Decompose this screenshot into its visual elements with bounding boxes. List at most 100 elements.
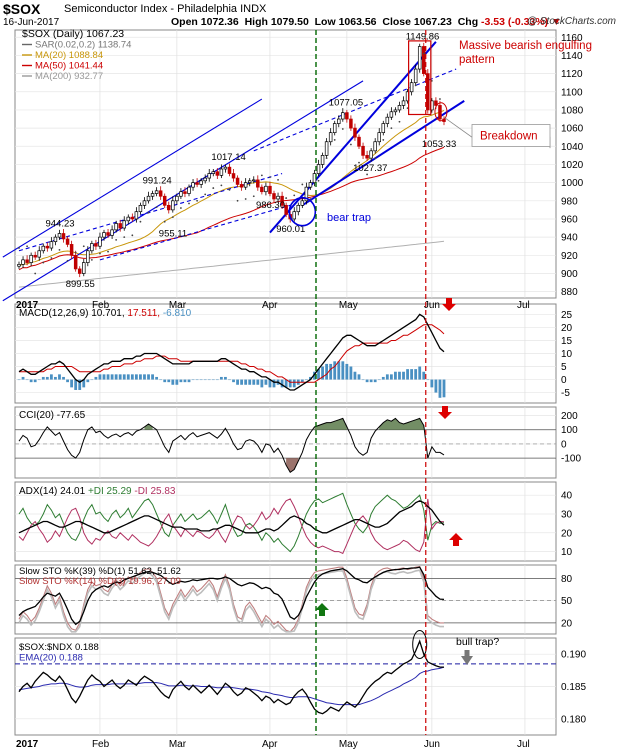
macd-histogram-bar <box>333 361 337 380</box>
price-axis-tick-label: 1040 <box>561 142 584 153</box>
candle-body <box>171 200 175 211</box>
adx-legend: ADX(14) 24.01 +DI 25.29 -DI 25.83 <box>19 486 176 497</box>
price-point-label: 1017.14 <box>211 152 245 163</box>
macd-histogram-bar <box>369 379 373 383</box>
macd-histogram-bar <box>147 374 150 380</box>
macd-histogram-bar <box>361 379 365 381</box>
ratio-legend-entry: EMA(20) 0.188 <box>19 653 83 664</box>
stoch-green-up-arrow-icon <box>315 603 329 616</box>
macd-histogram-bar <box>45 376 49 380</box>
price-axis-tick-label: 920 <box>561 251 578 262</box>
candle-body <box>211 171 216 174</box>
price-axis-tick-label: 880 <box>561 287 578 298</box>
chg-value: -3.53 (-0.33%) <box>481 16 549 28</box>
candle-body <box>179 191 183 197</box>
sar-dot <box>301 183 304 186</box>
macd-histogram-bar <box>300 379 304 383</box>
candle-body <box>94 243 98 247</box>
macd-histogram-bar <box>139 374 142 380</box>
cci-axis-frame <box>14 406 557 479</box>
index-name: Semiconductor Index - Philadelphia INDX <box>64 3 267 15</box>
price-point-label: 944.23 <box>45 218 74 229</box>
macd-histogram-bar <box>159 379 163 381</box>
candle-body <box>118 223 122 229</box>
macd-histogram-bar <box>143 374 146 380</box>
sar-dot <box>236 199 239 202</box>
gray-down-arrow-stem <box>464 650 470 657</box>
candle-body <box>45 245 50 249</box>
candle-body <box>134 211 139 220</box>
macd-histogram-bar <box>195 379 199 381</box>
candle-body <box>122 220 126 229</box>
macd-histogram-bar <box>130 374 134 380</box>
candle-body <box>276 195 280 200</box>
price-point-label: 899.55 <box>66 279 95 290</box>
sar-dot <box>317 179 320 182</box>
adx-red-up-arrow-icon <box>449 533 463 546</box>
sar-dot <box>269 176 271 179</box>
macd-histogram-bar <box>74 379 78 390</box>
macd-histogram-bar <box>268 379 272 388</box>
macd-axis-tick-label: -5 <box>561 388 570 399</box>
sar-dot <box>390 127 393 130</box>
candle-body <box>33 254 37 258</box>
macd-histogram-bar <box>357 374 361 380</box>
cci-red-down-arrow-icon <box>438 406 452 419</box>
ma50-line <box>18 146 445 271</box>
candle-body <box>341 112 345 120</box>
price-point-label: 1027.37 <box>353 163 387 174</box>
price-legend-entry: MA(50) 1041.44 <box>35 61 103 72</box>
x-axis-label: Mar <box>169 300 187 311</box>
sar-dot <box>196 199 198 202</box>
candle-body <box>422 46 426 74</box>
candle-body <box>150 193 155 197</box>
macd-histogram-bar <box>29 379 33 383</box>
cci-axis-tick-label: 0 <box>561 439 567 450</box>
candle-body <box>126 216 131 222</box>
macd-histogram-bar <box>70 379 74 388</box>
candle-body <box>393 109 398 113</box>
macd-histogram-bar <box>58 374 61 380</box>
engulfing-box <box>408 40 432 116</box>
candle-body <box>142 200 147 206</box>
candle-body <box>106 232 110 236</box>
macd-histogram-bar <box>373 379 377 383</box>
macd-histogram-bar <box>110 374 114 380</box>
macd-histogram-bar <box>426 379 430 381</box>
cci-line <box>18 417 445 474</box>
stoch-axis-tick-label: 80 <box>561 574 573 585</box>
minus-di-line <box>18 498 445 555</box>
macd-histogram-bar <box>317 369 320 380</box>
candle-body <box>438 105 442 120</box>
macd-histogram-bar <box>211 379 215 381</box>
candle-body <box>239 184 244 188</box>
macd-histogram-bar <box>398 371 401 380</box>
bear-trap-circle <box>288 196 317 227</box>
macd-histogram-bar <box>442 379 446 398</box>
macd-histogram-bar <box>394 371 397 380</box>
candle-body <box>207 173 211 179</box>
x-axis-label: May <box>339 300 358 311</box>
candle-body <box>90 243 94 252</box>
sar-dot <box>293 194 296 197</box>
candle-body <box>409 82 414 93</box>
candle-body <box>37 250 41 258</box>
macd-axis-tick-label: 25 <box>561 310 573 321</box>
cci-axis-tick-label: -100 <box>561 454 581 465</box>
sar-dot <box>163 220 166 223</box>
ratio-legend-entry: $SOX:$NDX 0.188 <box>19 642 99 653</box>
price-axis-tick-label: 1100 <box>561 87 583 98</box>
macd-histogram-bar <box>183 379 187 383</box>
stoch-legend-entry: Slow STO %K(39) %D(1) 51.62, 51.62 <box>19 566 181 577</box>
sar-dot <box>66 259 69 262</box>
candle-body <box>41 245 46 252</box>
candle-body <box>175 195 179 202</box>
ma20-line <box>18 109 445 267</box>
candle-body <box>332 123 337 134</box>
sar-dot <box>204 193 207 196</box>
macd-histogram-bar <box>224 376 227 380</box>
candle-body <box>272 193 276 200</box>
cci-extreme-fill <box>144 424 153 430</box>
symbol-title: $SOX <box>3 1 41 17</box>
dashed-channel-lower <box>99 204 291 261</box>
